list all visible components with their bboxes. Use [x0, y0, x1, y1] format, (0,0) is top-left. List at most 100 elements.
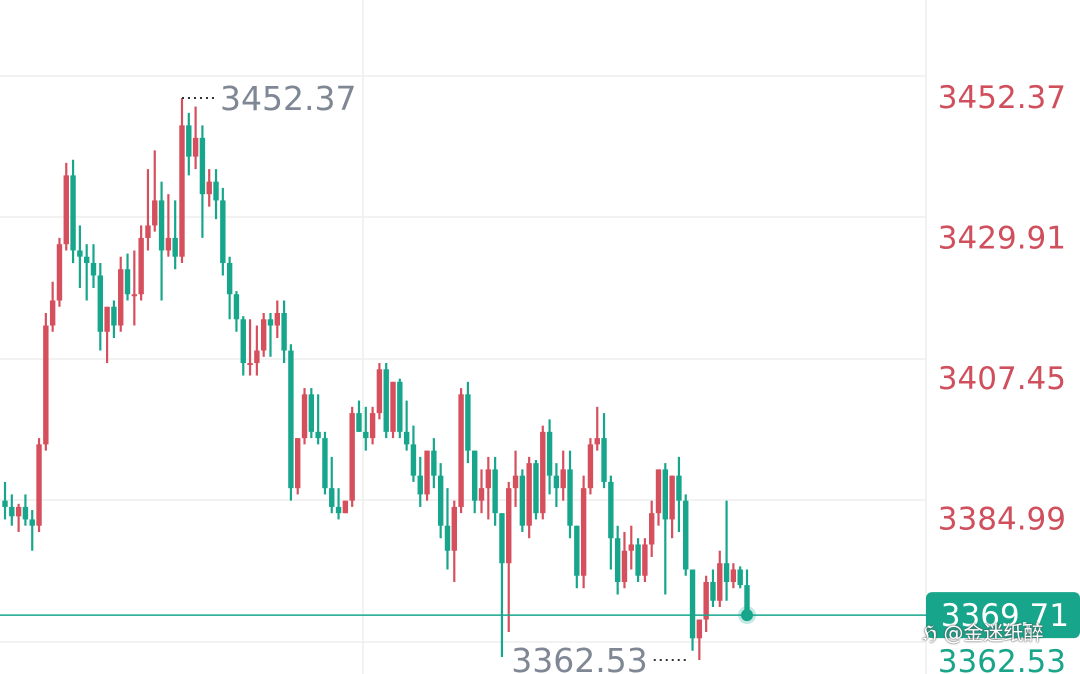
candle-body	[594, 438, 600, 445]
candle-body	[369, 413, 376, 439]
candle-body	[587, 444, 594, 489]
price-axis-label: 3407.45	[938, 361, 1066, 397]
candle-body	[206, 181, 212, 195]
candle-body	[70, 175, 76, 251]
candle-body	[451, 506, 457, 551]
candle-body	[390, 381, 396, 432]
candle-body	[444, 525, 451, 551]
candle-body	[254, 350, 260, 364]
candle-body	[342, 500, 349, 514]
candle-body	[192, 137, 199, 157]
candle-body	[186, 125, 192, 157]
candle-body	[335, 506, 342, 514]
candle-body	[49, 300, 56, 326]
overlays-group: 3452.37 3362.53	[0, 79, 1080, 674]
candle-body	[689, 569, 696, 639]
candle-body	[356, 413, 362, 432]
candle-body	[662, 469, 669, 520]
candle-body	[295, 438, 301, 489]
candle-body	[226, 262, 233, 295]
candle-body	[288, 350, 294, 489]
candle-body	[676, 475, 682, 501]
candle-body	[560, 469, 566, 489]
candle-body	[165, 237, 172, 251]
candle-body	[710, 581, 716, 601]
candle-body	[36, 444, 42, 526]
candle-body	[410, 444, 417, 476]
candle-body	[158, 200, 165, 251]
candle-body	[329, 488, 335, 507]
candle-body	[403, 431, 410, 445]
candle-body	[519, 475, 526, 526]
candle-body	[376, 369, 383, 414]
candle-body	[131, 294, 138, 297]
candle-body	[458, 394, 464, 507]
candle-body	[111, 306, 117, 326]
price-axis: 3452.37 3429.91 3407.45 3384.99 3362.53 3369.…	[926, 80, 1080, 674]
candle-body	[737, 569, 743, 586]
price-axis-label: 3452.37	[938, 80, 1066, 116]
candle-body	[730, 569, 737, 582]
candle-body	[104, 306, 110, 332]
candle-body	[642, 544, 648, 576]
candle-body	[63, 175, 69, 245]
candle-body	[43, 325, 49, 445]
current-price-tag	[926, 592, 1080, 639]
candle-body	[220, 200, 226, 263]
candle-body	[152, 200, 158, 226]
candle-body	[397, 381, 403, 432]
candle-body	[621, 550, 628, 582]
candle-body	[424, 450, 430, 495]
candle-body	[322, 438, 328, 489]
candle-body	[567, 469, 573, 526]
candle-body	[628, 544, 634, 551]
current-price-tag-label: 3369.71	[941, 598, 1069, 634]
price-axis-label: 3362.53	[938, 644, 1066, 674]
candle-body	[506, 488, 512, 564]
candle-body	[2, 500, 8, 507]
candle-body	[683, 500, 689, 570]
candle-body	[614, 538, 621, 582]
candle-body	[199, 137, 206, 195]
price-axis-label: 3429.91	[938, 221, 1066, 257]
candle-body	[349, 413, 355, 501]
watermark: ℌ @金迷纸醉	[922, 621, 1044, 645]
candle-body	[90, 262, 97, 276]
candle-body	[15, 506, 22, 517]
candle-body	[274, 313, 280, 326]
candle-body	[124, 269, 131, 295]
grid-lines	[0, 0, 927, 674]
candle-body	[118, 269, 124, 326]
candle-body	[267, 319, 274, 326]
candle-body	[601, 438, 607, 482]
candle-body	[465, 394, 471, 451]
candle-body	[540, 431, 546, 514]
candle-body	[240, 319, 246, 364]
candle-body	[472, 450, 478, 501]
candle-body	[608, 481, 614, 539]
price-axis-label: 3384.99	[938, 502, 1066, 538]
candle-body	[703, 581, 709, 620]
candle-body	[512, 475, 519, 489]
candles-group	[2, 98, 750, 660]
candle-body	[485, 469, 492, 489]
candle-body	[437, 475, 444, 526]
candle-body	[669, 475, 675, 520]
candle-body	[145, 225, 151, 238]
candle-body	[138, 237, 144, 295]
candle-body	[635, 544, 641, 576]
candle-body	[744, 585, 750, 616]
current-price-dot	[741, 609, 753, 622]
candle-body	[308, 394, 315, 432]
candle-body	[526, 463, 532, 526]
candle-body	[260, 319, 267, 351]
candle-body	[533, 463, 539, 514]
candle-body	[383, 369, 389, 432]
low-price-label: 3362.53	[511, 641, 647, 674]
candle-body	[717, 563, 723, 601]
candle-body	[723, 563, 730, 582]
candle-body	[478, 488, 485, 501]
candle-body	[172, 237, 178, 257]
candle-body	[281, 313, 287, 351]
